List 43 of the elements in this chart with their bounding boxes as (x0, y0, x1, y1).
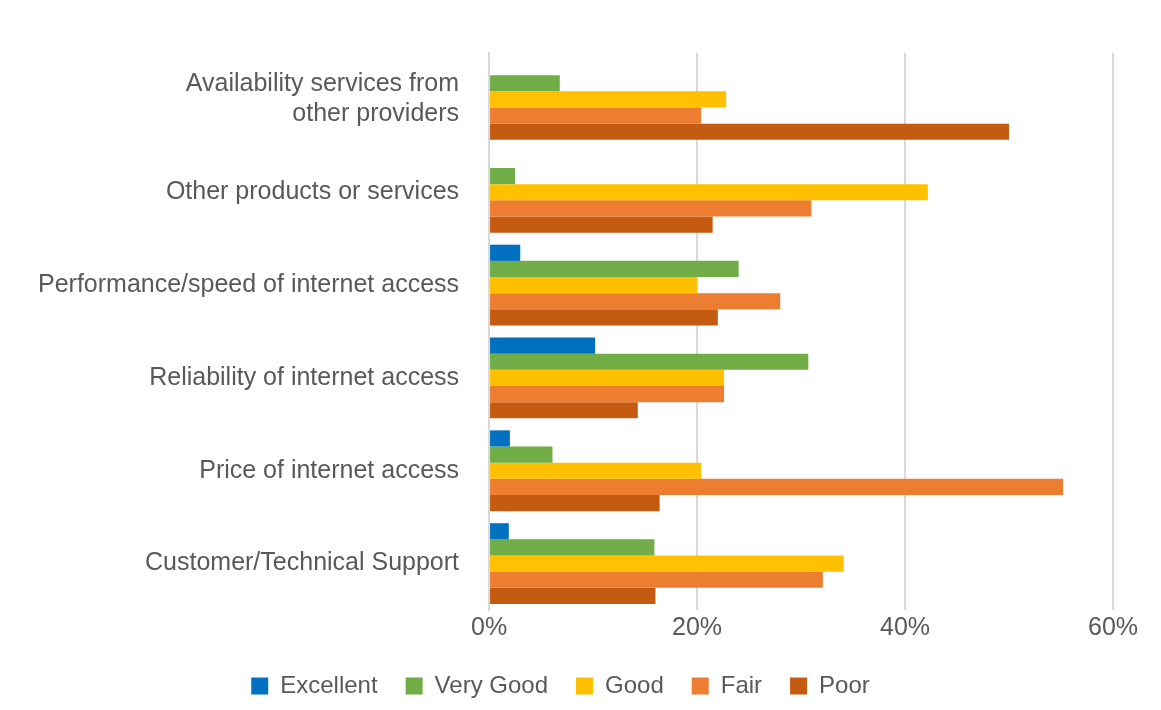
bar (490, 200, 812, 217)
legend-label: Good (605, 670, 664, 698)
bar (490, 494, 660, 512)
bar (490, 277, 698, 294)
bar (490, 309, 718, 326)
y-tick-label: Other products or services (165, 176, 460, 205)
bar (490, 571, 823, 588)
y-tick-label: Customer/Technical Support (145, 547, 460, 576)
legend-label: Very Good (434, 670, 549, 698)
bar (490, 587, 656, 604)
bar (490, 216, 713, 233)
bar (490, 168, 516, 185)
bar (490, 539, 655, 556)
bar (490, 385, 725, 403)
bar (490, 555, 844, 572)
bar (490, 446, 553, 463)
bar (490, 402, 638, 419)
bar (490, 293, 781, 310)
bar (490, 523, 509, 540)
bar (490, 430, 510, 447)
bar (490, 337, 596, 354)
bar (490, 369, 725, 386)
bar (490, 91, 727, 108)
bar (490, 107, 702, 124)
x-tick-label: 60% (1087, 611, 1139, 640)
x-tick-label: 0% (470, 611, 508, 640)
x-tick-label: 20% (672, 611, 723, 640)
bar (490, 184, 928, 201)
bar (490, 244, 521, 261)
bar (490, 462, 702, 479)
bar (490, 478, 1064, 495)
bar (490, 123, 1010, 140)
legend-label: Excellent (280, 670, 378, 698)
legend-label: Poor (819, 670, 870, 698)
x-tick-label: 40% (880, 611, 931, 640)
y-tick-label: Performance/speed of internet access (37, 268, 460, 297)
bar (490, 353, 809, 370)
bar (490, 260, 739, 278)
y-tick-label: Reliability of internet access (149, 361, 460, 390)
bar (490, 75, 560, 92)
y-tick-label: Price of internet access (199, 454, 460, 483)
legend-label: Fair (720, 670, 763, 698)
y-tick-label: Availability services from other providers (185, 68, 460, 127)
